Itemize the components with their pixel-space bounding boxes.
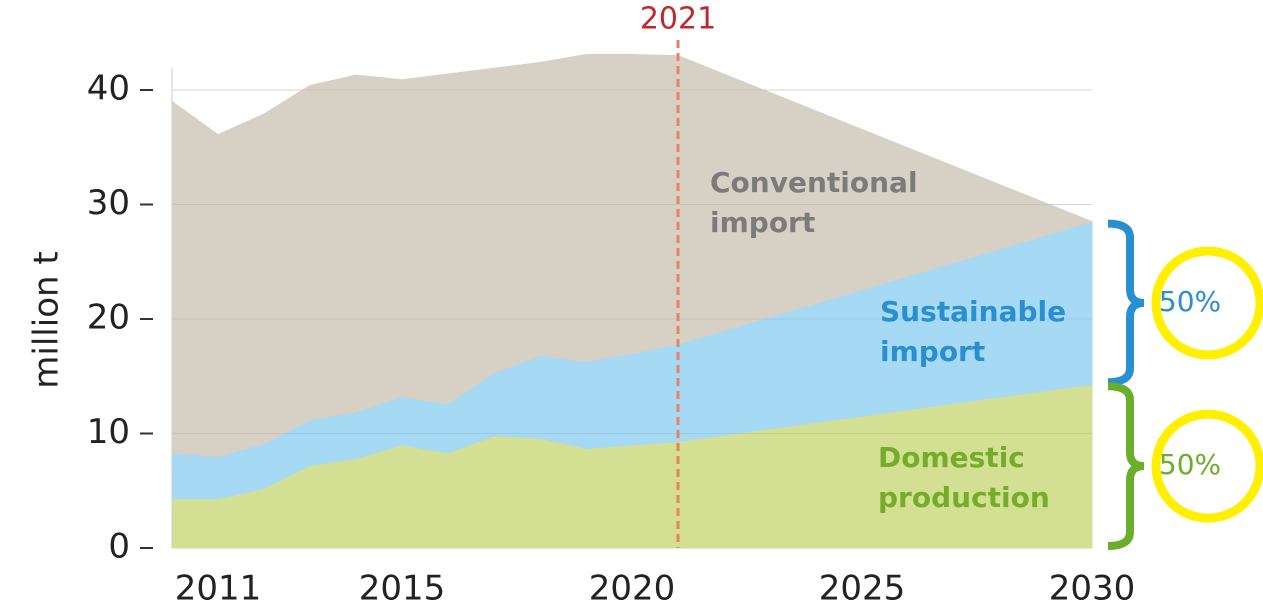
y-tick-label: 0: [108, 527, 130, 567]
x-tick-label: 2011: [175, 569, 262, 609]
area: [171, 54, 1094, 457]
area-label: Conventional import: [710, 166, 918, 239]
highlight-circle: [1151, 409, 1263, 523]
share-label: 50%: [1159, 285, 1221, 318]
area-label: Domestic production: [878, 441, 1050, 514]
area-label: Sustainable import: [880, 295, 1067, 368]
x-tick-label: 2015: [359, 569, 446, 609]
marker-label: 2021: [640, 2, 716, 37]
x-tick-label: 2020: [589, 569, 676, 609]
y-tick-label: 20: [87, 298, 130, 338]
brace: [1107, 219, 1145, 387]
highlight-circle: [1151, 246, 1263, 360]
share-label: 50%: [1159, 448, 1221, 481]
x-tick-label: 2025: [819, 569, 906, 609]
y-tick-label: 30: [87, 183, 130, 223]
y-axis-label: million t: [27, 251, 67, 388]
brace: [1107, 382, 1145, 550]
y-tick-label: 40: [87, 69, 130, 109]
y-tick-label: 10: [87, 412, 130, 452]
x-tick-label: 2030: [1049, 569, 1136, 609]
